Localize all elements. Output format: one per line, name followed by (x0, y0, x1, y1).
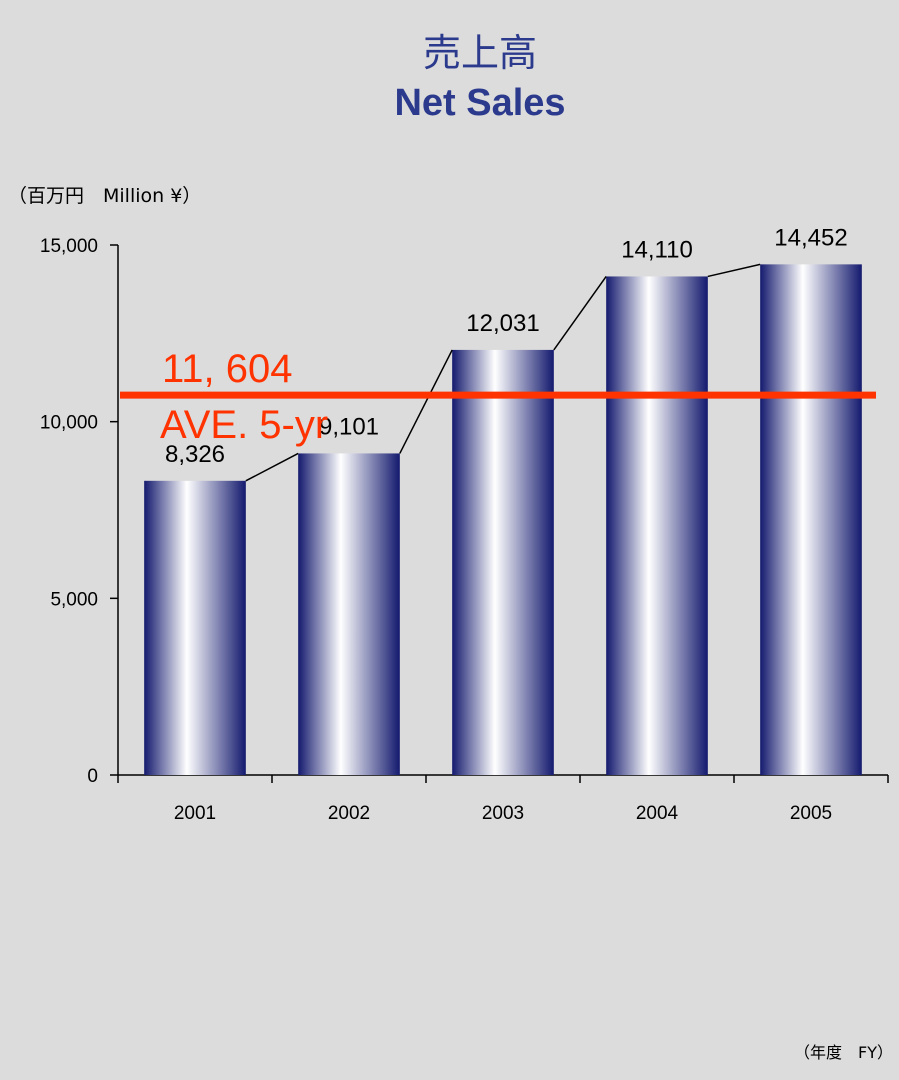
y-tick-label: 10,000 (40, 413, 98, 434)
x-tick-label: 2005 (790, 803, 832, 824)
connector-line (246, 453, 298, 480)
connector-line (708, 264, 760, 276)
x-ticks: 2001 2002 2003 2004 2005 (118, 775, 888, 824)
bar-2002 (298, 453, 400, 775)
bar-2003 (452, 350, 554, 775)
average-label: AVE. 5-yr (160, 403, 328, 447)
bar-2004 (606, 276, 708, 775)
connector-line (400, 350, 452, 454)
connector-line (554, 276, 606, 349)
y-axis-label: （百万円 Million ¥） (8, 185, 201, 207)
chart-subtitle: Net Sales (394, 82, 565, 124)
chart-title: 売上高 (423, 31, 537, 75)
data-label-2004: 14,110 (621, 236, 693, 263)
data-label-2005: 14,452 (774, 224, 847, 251)
y-tick-label: 0 (87, 766, 98, 787)
average-value-label: 11, 604 (162, 347, 293, 391)
x-axis-label: （年度 FY） (794, 1043, 893, 1062)
x-tick-label: 2003 (482, 803, 524, 824)
y-tick-label: 5,000 (50, 589, 98, 610)
bar-2001 (144, 481, 246, 775)
x-tick-label: 2004 (636, 803, 679, 824)
bar-2005 (760, 264, 862, 775)
y-tick-label: 15,000 (40, 236, 98, 257)
data-label-2003: 12,031 (466, 310, 539, 337)
x-tick-label: 2001 (174, 803, 216, 824)
bars (144, 264, 862, 775)
x-tick-label: 2002 (328, 803, 370, 824)
y-ticks: 0 5,000 10,000 15,000 (40, 236, 118, 787)
